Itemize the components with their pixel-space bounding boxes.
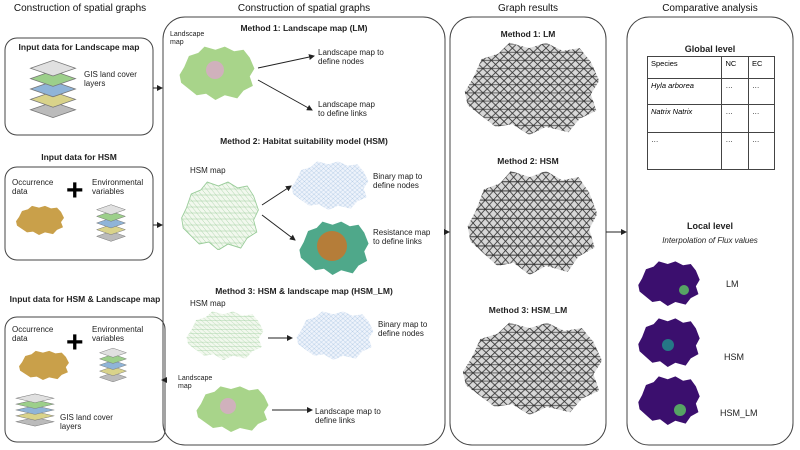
level-title: Local level — [686, 221, 734, 231]
label: Resistance map to define links — [373, 228, 431, 247]
table-header: EC — [748, 56, 775, 79]
graph-map — [464, 42, 600, 135]
layers-icon — [96, 204, 126, 242]
flux-hotspot — [662, 339, 674, 351]
table-cell: … — [646, 132, 723, 170]
table-cell: … — [721, 78, 750, 105]
table-cell: Natrix Natrix — [646, 104, 723, 133]
arrow — [257, 79, 313, 111]
comparison-table: Species NC EC Hyla arborea…… Natrix Natrix… — [646, 56, 775, 170]
table-cell: … — [748, 104, 775, 133]
box-title: Input data for HSM & Landscape map — [9, 294, 161, 304]
table-cell: Hyla arborea — [646, 78, 723, 105]
plus-sign: + — [66, 174, 84, 207]
table-header: Species — [646, 56, 723, 79]
panel-title: Method 2: HSM — [497, 156, 559, 166]
binary-map — [291, 161, 369, 210]
column-header: Graph results — [497, 3, 559, 14]
label: Occurrence data — [12, 178, 54, 197]
label: GIS land cover layers — [84, 70, 137, 89]
column-header: Construction of spatial graphs — [13, 3, 147, 14]
method-title: Method 3: HSM & landscape map (HSM_LM) — [215, 286, 393, 296]
label: Binary map to define nodes — [378, 320, 428, 339]
label: Landscape map — [170, 31, 205, 47]
occurrence-map — [19, 350, 69, 380]
flux-hotspot — [679, 285, 689, 295]
table-header: NC — [721, 56, 750, 79]
arrows — [153, 54, 627, 413]
label: Landscape map — [178, 375, 213, 391]
column-header: Construction of spatial graphs — [237, 3, 371, 14]
input-box — [4, 37, 154, 136]
flux-map — [638, 376, 700, 425]
label: Landscape map to define nodes — [318, 48, 384, 67]
label: GIS land cover layers — [60, 413, 113, 432]
map-label: HSM — [724, 352, 744, 362]
label: Landscape map to define links — [315, 407, 381, 426]
label: Binary map to define nodes — [373, 172, 423, 191]
box-title: Input data for Landscape map — [18, 42, 140, 52]
arrow — [257, 54, 315, 69]
urban-core — [206, 61, 224, 79]
graph-map — [462, 322, 603, 415]
table-cell: … — [748, 132, 775, 170]
map-label: LM — [726, 279, 739, 289]
layers-icon — [15, 393, 55, 427]
hsm-map — [181, 181, 259, 250]
urban-core — [220, 398, 236, 414]
table-cell: … — [721, 132, 750, 170]
layers-icon — [99, 347, 127, 383]
method-title: Method 2: Habitat suitability model (HSM… — [220, 136, 388, 146]
occurrence-map — [16, 205, 64, 235]
method-title: Method 1: Landscape map (LM) — [240, 23, 368, 33]
flux-map — [638, 261, 700, 306]
table-cell: … — [748, 78, 775, 105]
subtitle: Interpolation of Flux values — [662, 236, 758, 245]
label: HSM map — [190, 299, 226, 308]
column-frame — [449, 16, 607, 446]
graph-map — [467, 171, 598, 275]
label: Landscape map to define links — [318, 100, 375, 119]
box-title: Input data for HSM — [41, 152, 117, 162]
column-header: Comparative analysis — [662, 3, 758, 14]
layers-icon — [30, 60, 76, 118]
panel-title: Method 1: LM — [500, 29, 556, 39]
label: HSM map — [190, 166, 226, 175]
map-label: HSM_LM — [720, 408, 758, 418]
label: Occurrence data — [12, 325, 54, 344]
level-title: Global level — [684, 44, 736, 54]
column-frame — [626, 16, 794, 446]
arrow — [261, 185, 292, 206]
plus-sign: + — [66, 326, 84, 359]
arrow — [261, 214, 296, 241]
resistance-core — [317, 231, 347, 261]
table-cell: … — [721, 104, 750, 133]
label: Environmental variables — [92, 178, 144, 197]
label: Environmental variables — [92, 325, 144, 344]
panel-title: Method 3: HSM_LM — [488, 305, 568, 315]
hsm-map — [186, 311, 264, 360]
input-box — [4, 166, 154, 261]
flux-hotspot — [674, 404, 686, 416]
binary-map — [296, 311, 374, 360]
